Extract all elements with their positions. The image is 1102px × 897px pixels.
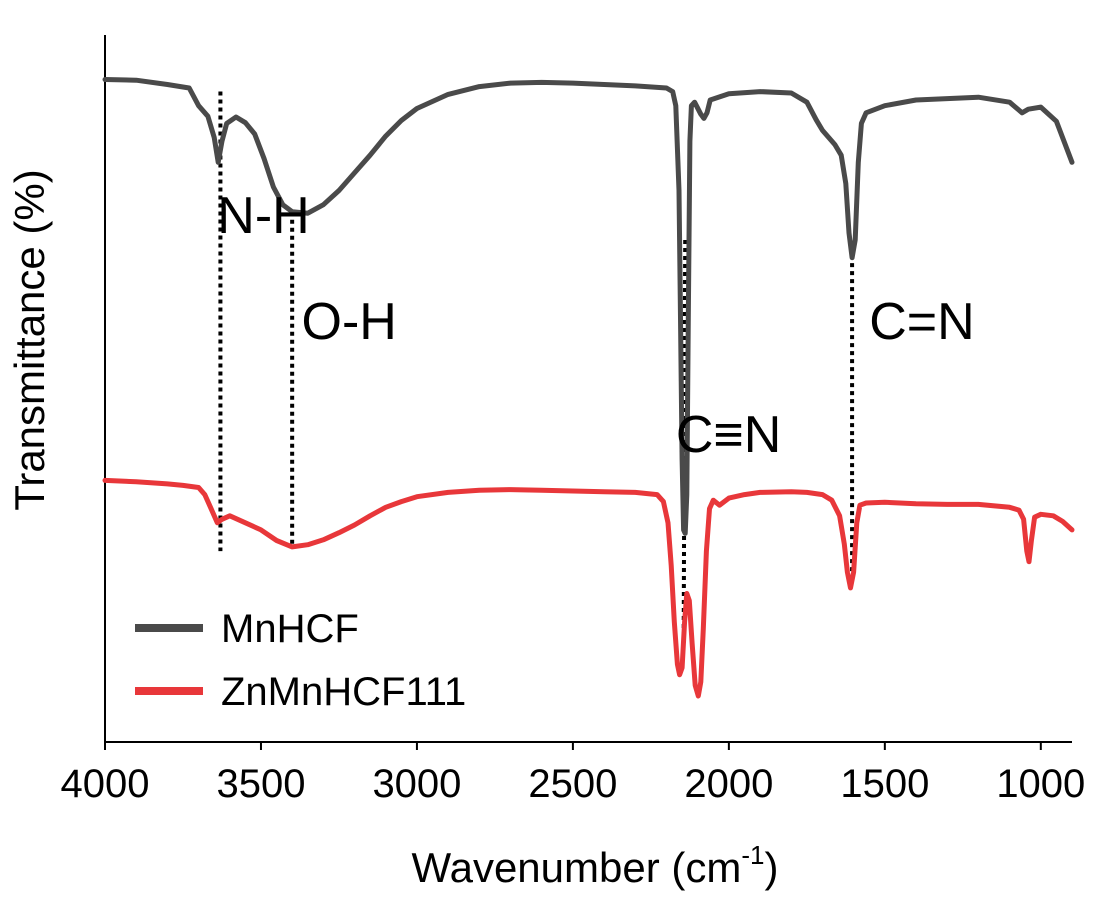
marker-lines (218, 91, 855, 644)
y-axis-title: Transmittance (%) (6, 169, 53, 511)
peak-annotation: N-H (217, 187, 309, 245)
x-tick-label: 3500 (216, 762, 305, 806)
legend-label: ZnMnHCF111 (221, 670, 466, 714)
peak-marker-line (681, 240, 688, 644)
peak-annotation: O-H (302, 293, 397, 351)
peak-annotation: C=N (869, 293, 974, 351)
x-axis: 4000 3500 3000 2500 2000 1500 1000 (61, 741, 1085, 806)
x-tick-label: 1000 (996, 762, 1085, 806)
x-tick-label: 2500 (528, 762, 617, 806)
x-tick-label: 1500 (840, 762, 929, 806)
annotations: N-H O-H C≡N C=N (217, 187, 974, 464)
series-lines (102, 77, 1075, 699)
peak-annotation: C≡N (676, 406, 781, 464)
series-line-znmnhcf111 (102, 477, 1075, 699)
legend-label: MnHCF (221, 607, 359, 651)
x-tick-label: 2000 (684, 762, 773, 806)
x-axis-title: Wavenumber (cm-1) (412, 840, 779, 891)
series-line-mnhcf (102, 77, 1075, 536)
x-tick-label: 3000 (372, 762, 461, 806)
legend: MnHCF ZnMnHCF111 (135, 607, 466, 714)
x-tick-label: 4000 (61, 762, 150, 806)
